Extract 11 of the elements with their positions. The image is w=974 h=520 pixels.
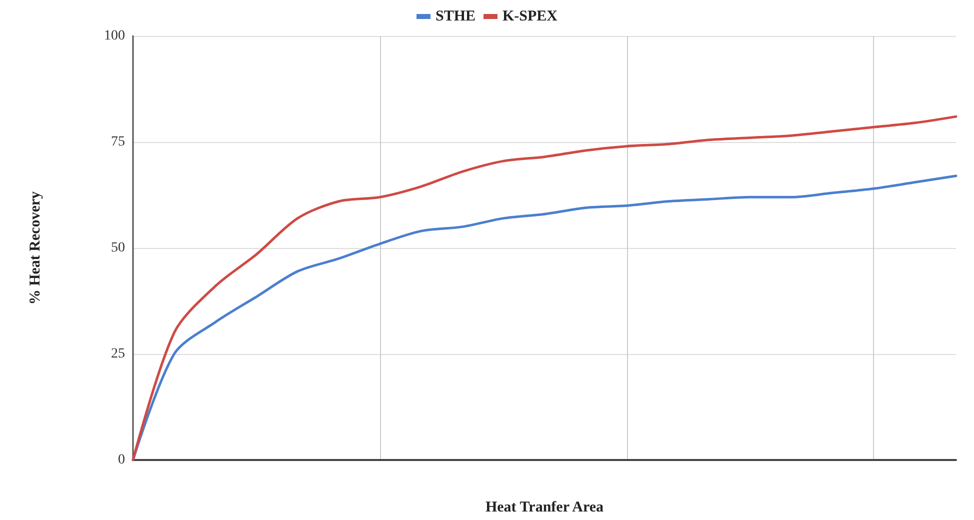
y-axis-title: % Heat Recovery [28, 190, 44, 305]
y-tick-label: 50 [111, 240, 125, 256]
y-tick-label: 100 [104, 28, 125, 44]
line-series [132, 115, 958, 462]
x-axis-title: Heat Tranfer Area [485, 500, 604, 516]
y-tick-label: 0 [118, 452, 125, 468]
legend-label: STHE [435, 8, 476, 24]
line-series [132, 174, 958, 462]
y-tick-label: 25 [111, 346, 125, 362]
y-tick-label: 75 [111, 134, 125, 150]
legend-label: K-SPEX [502, 8, 558, 24]
